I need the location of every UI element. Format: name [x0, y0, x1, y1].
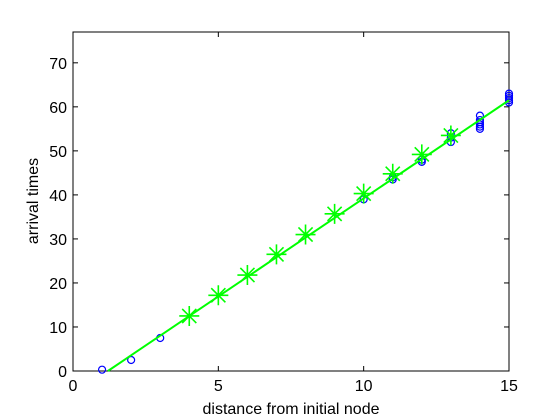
y-tick-label: 30 [49, 232, 67, 249]
y-tick-label: 70 [49, 56, 67, 73]
star-point [295, 224, 316, 245]
star-point [353, 183, 374, 204]
star-point [382, 163, 403, 184]
star-point [440, 125, 461, 146]
x-axis-label: distance from initial node [203, 401, 380, 418]
x-tick-label: 15 [500, 378, 518, 395]
star-point [324, 203, 345, 224]
x-tick-label: 10 [355, 378, 373, 395]
point [97, 365, 107, 374]
y-tick-label: 50 [49, 144, 67, 161]
plot-area [72, 31, 510, 372]
x-tick-label: 0 [69, 378, 78, 395]
y-tick-label: 20 [49, 276, 67, 293]
y-tick-label: 60 [49, 100, 67, 117]
y-tick-label: 10 [49, 320, 67, 337]
point [504, 91, 514, 100]
star-point [266, 244, 287, 265]
point [475, 115, 485, 125]
y-axis-label: arrival times [25, 158, 42, 244]
x-tick-label: 5 [214, 378, 223, 395]
y-tick-label: 40 [49, 188, 67, 205]
y-tick-label: 0 [58, 364, 67, 381]
star-point [411, 144, 432, 165]
point [504, 93, 514, 103]
fit-line [107, 99, 510, 372]
point [504, 89, 514, 98]
star-point [237, 265, 258, 286]
